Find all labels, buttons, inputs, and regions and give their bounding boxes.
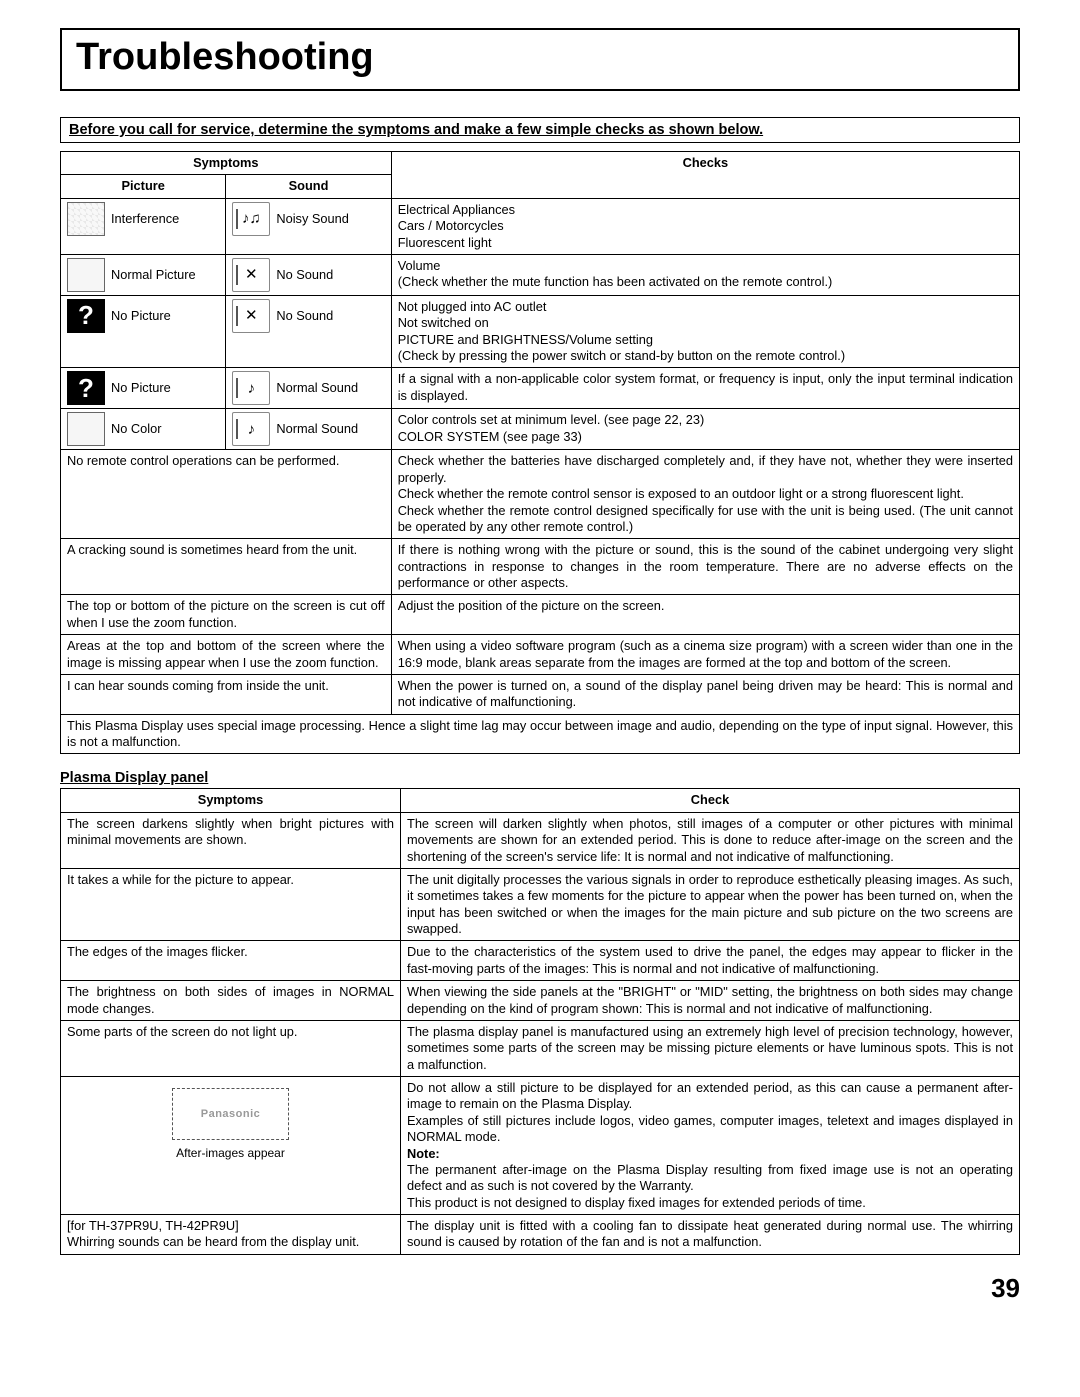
picture-label: Interference (111, 211, 179, 227)
sound-cell: ✕ No Sound (226, 254, 391, 295)
picture-header: Picture (61, 175, 226, 198)
sound-cell: ♪ Normal Sound (226, 409, 391, 450)
check-cell: Color controls set at minimum level. (se… (391, 409, 1019, 450)
table-row: ? No Picture ✕ No Sound Not plugged into AC … (61, 295, 1020, 368)
symptom-cell: The top or bottom of the picture on the … (61, 595, 392, 635)
picture-label: Normal Picture (111, 267, 196, 283)
header-row-1: Symptoms Checks (61, 152, 1020, 175)
check-cell: When the power is turned on, a sound of … (391, 674, 1019, 714)
after-image-check-after: The permanent after-image on the Plasma … (407, 1162, 1013, 1210)
after-image-symptom: Panasonic After-images appear (61, 1077, 401, 1215)
whirring-row: [for TH-37PR9U, TH-42PR9U] Whirring soun… (61, 1215, 1020, 1255)
check-cell: The screen will darken slightly when pho… (401, 812, 1020, 868)
tv-icon (67, 258, 105, 292)
after-image-caption: After-images appear (67, 1146, 394, 1161)
checks-header: Checks (391, 152, 1019, 199)
check-cell: The unit digitally processes the various… (401, 868, 1020, 941)
title-box: Troubleshooting (60, 28, 1020, 91)
speaker-icon: ♪♫ (232, 202, 270, 236)
tv-interference-icon (67, 202, 105, 236)
symptom-cell: Some parts of the screen do not light up… (61, 1020, 401, 1076)
table-row: Areas at the top and bottom of the scree… (61, 635, 1020, 675)
panel-check-header: Check (401, 789, 1020, 812)
full-span-text: This Plasma Display uses special image p… (61, 714, 1020, 754)
after-image-check-before: Do not allow a still picture to be displ… (407, 1080, 1013, 1144)
instruction-banner: Before you call for service, determine t… (60, 117, 1020, 143)
speaker-icon: ✕ (232, 258, 270, 292)
sound-label: Noisy Sound (276, 211, 349, 227)
table-row: No Color ♪ Normal Sound Color controls set … (61, 409, 1020, 450)
check-cell: Electrical Appliances Cars / Motorcycles… (391, 198, 1019, 254)
check-cell: If a signal with a non-applicable color … (391, 368, 1019, 409)
symptom-cell: The edges of the images flicker. (61, 941, 401, 981)
sound-label: Normal Sound (276, 421, 358, 437)
table-row: A cracking sound is sometimes heard from… (61, 539, 1020, 595)
check-cell: If there is nothing wrong with the pictu… (391, 539, 1019, 595)
table-row: Interference ♪♫ Noisy Sound Electrical Appl… (61, 198, 1020, 254)
check-cell: Check whether the batteries have dischar… (391, 450, 1019, 539)
table-row: No remote control operations can be perf… (61, 450, 1020, 539)
sound-label: No Sound (276, 308, 333, 324)
question-icon: ? (67, 371, 105, 405)
symptom-cell: No remote control operations can be perf… (61, 450, 392, 539)
symptom-cell: The brightness on both sides of images i… (61, 981, 401, 1021)
picture-label: No Picture (111, 380, 171, 396)
sound-cell: ♪♫ Noisy Sound (226, 198, 391, 254)
check-cell: Adjust the position of the picture on th… (391, 595, 1019, 635)
table-row: It takes a while for the picture to appe… (61, 868, 1020, 941)
picture-cell: No Color (61, 409, 226, 450)
sound-label: Normal Sound (276, 380, 358, 396)
sound-cell: ✕ No Sound (226, 295, 391, 368)
table-row: The brightness on both sides of images i… (61, 981, 1020, 1021)
picture-cell: Normal Picture (61, 254, 226, 295)
sound-cell: ♪ Normal Sound (226, 368, 391, 409)
whirring-symptom: [for TH-37PR9U, TH-42PR9U] Whirring soun… (61, 1215, 401, 1255)
panel-table: Symptoms Check The screen darkens slight… (60, 788, 1020, 1254)
symptom-cell: Areas at the top and bottom of the scree… (61, 635, 392, 675)
panasonic-logo: Panasonic (172, 1088, 290, 1140)
speaker-icon: ♪ (232, 371, 270, 405)
picture-cell: ? No Picture (61, 368, 226, 409)
full-span-row: This Plasma Display uses special image p… (61, 714, 1020, 754)
symptom-cell: The screen darkens slightly when bright … (61, 812, 401, 868)
table-row: The screen darkens slightly when bright … (61, 812, 1020, 868)
picture-label: No Picture (111, 308, 171, 324)
check-cell: Due to the characteristics of the system… (401, 941, 1020, 981)
symptom-cell: It takes a while for the picture to appe… (61, 868, 401, 941)
panel-symptoms-header: Symptoms (61, 789, 401, 812)
after-image-row: Panasonic After-images appear Do not all… (61, 1077, 1020, 1215)
page-title: Troubleshooting (76, 36, 1004, 79)
check-cell: The plasma display panel is manufactured… (401, 1020, 1020, 1076)
panel-section-title: Plasma Display panel (60, 770, 1020, 786)
symptom-cell: I can hear sounds coming from inside the… (61, 674, 392, 714)
sound-header: Sound (226, 175, 391, 198)
sound-label: No Sound (276, 267, 333, 283)
check-cell: Volume (Check whether the mute function … (391, 254, 1019, 295)
table-row: The edges of the images flicker.Due to t… (61, 941, 1020, 981)
after-image-check: Do not allow a still picture to be displ… (401, 1077, 1020, 1215)
whirring-check: The display unit is fitted with a coolin… (401, 1215, 1020, 1255)
picture-cell: Interference (61, 198, 226, 254)
question-icon: ? (67, 299, 105, 333)
picture-label: No Color (111, 421, 162, 437)
page-number: 39 (60, 1273, 1020, 1304)
table-row: ? No Picture ♪ Normal Sound If a signal with… (61, 368, 1020, 409)
check-cell: Not plugged into AC outlet Not switched … (391, 295, 1019, 368)
speaker-icon: ✕ (232, 299, 270, 333)
troubleshooting-table: Symptoms Checks Picture Sound Interferen… (60, 151, 1020, 754)
check-cell: When using a video software program (suc… (391, 635, 1019, 675)
table-row: The top or bottom of the picture on the … (61, 595, 1020, 635)
tv-icon (67, 412, 105, 446)
table-row: Normal Picture ✕ No Sound Volume (Check whe… (61, 254, 1020, 295)
speaker-icon: ♪ (232, 412, 270, 446)
note-label: Note: (407, 1146, 440, 1161)
picture-cell: ? No Picture (61, 295, 226, 368)
check-cell: When viewing the side panels at the "BRI… (401, 981, 1020, 1021)
table-row: Some parts of the screen do not light up… (61, 1020, 1020, 1076)
table-row: I can hear sounds coming from inside the… (61, 674, 1020, 714)
panel-header-row: Symptoms Check (61, 789, 1020, 812)
symptom-cell: A cracking sound is sometimes heard from… (61, 539, 392, 595)
symptoms-header: Symptoms (61, 152, 392, 175)
